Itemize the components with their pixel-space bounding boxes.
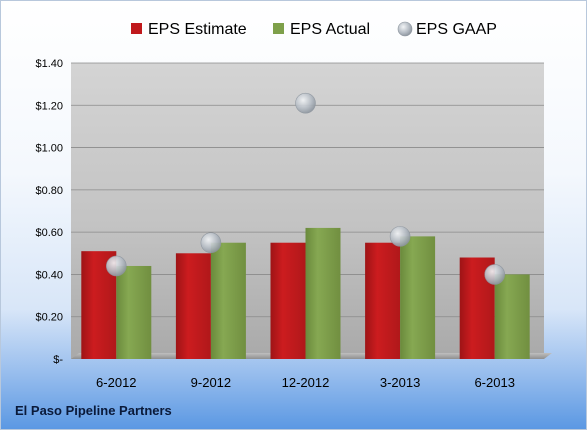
legend-swatch	[397, 21, 413, 37]
y-tick-label: $1.40	[35, 58, 63, 70]
y-tick-label: $0.60	[35, 227, 63, 239]
x-tick-label: 3-2013	[380, 375, 420, 390]
x-tick-label: 6-2013	[474, 375, 514, 390]
gaap-points	[106, 92, 506, 285]
legend-label: EPS Estimate	[148, 21, 247, 38]
legend-swatch	[131, 23, 142, 34]
bar-eps-actual	[305, 227, 341, 359]
bar-eps-actual	[210, 242, 246, 359]
point-eps-gaap	[484, 264, 506, 285]
bar-eps-actual	[400, 236, 436, 359]
point-eps-gaap	[106, 255, 127, 277]
x-tick-label: 6-2012	[96, 375, 136, 390]
y-tick-label: $-	[53, 354, 63, 366]
bar-eps-actual	[116, 265, 152, 359]
legend: EPS Estimate EPS Actual EPS GAAP	[131, 21, 497, 38]
point-eps-gaap	[200, 232, 222, 254]
bar-eps-estimate	[175, 253, 211, 359]
bar-eps-actual	[494, 274, 530, 359]
x-axis-labels: 6-2012 9-2012 12-2012 3-2013 6-2013	[96, 375, 515, 390]
legend-label: EPS GAAP	[416, 21, 497, 38]
point-eps-gaap	[295, 92, 316, 114]
point-eps-gaap	[389, 226, 411, 247]
y-tick-label: $1.00	[35, 143, 63, 155]
y-tick-label: $1.20	[35, 100, 63, 112]
y-tick-label: $0.80	[35, 185, 63, 197]
bar-eps-estimate	[365, 242, 401, 359]
x-tick-label: 9-2012	[191, 375, 231, 390]
legend-swatch	[273, 23, 284, 34]
legend-label: EPS Actual	[290, 21, 370, 38]
bar-eps-estimate	[270, 242, 306, 359]
y-axis-ticks: $- $0.20 $0.40 $0.60 $0.80 $1.00 $1.20 $1.40	[35, 58, 63, 366]
x-tick-label: 12-2012	[282, 375, 330, 390]
company-name: El Paso Pipeline Partners	[15, 403, 172, 418]
y-tick-label: $0.40	[35, 269, 63, 281]
y-tick-label: $0.20	[35, 312, 63, 324]
